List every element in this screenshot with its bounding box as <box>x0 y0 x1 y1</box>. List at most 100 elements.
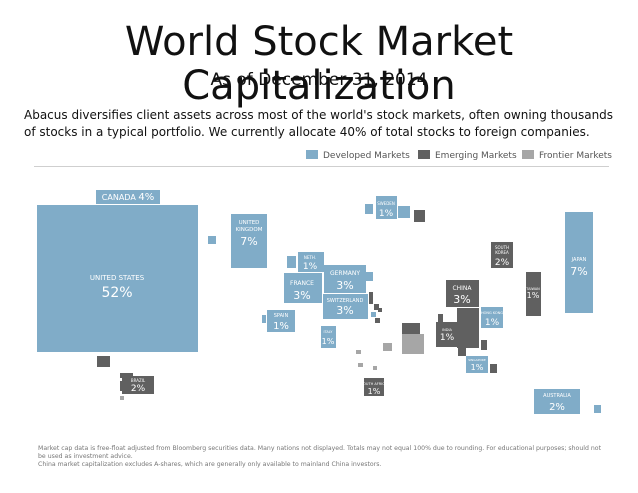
finland-block[interactable] <box>398 206 410 218</box>
japan-pct: 7% <box>570 265 587 278</box>
hungary-block[interactable] <box>375 318 380 323</box>
china-pct: 3% <box>453 293 470 306</box>
indonesia-block[interactable] <box>490 364 497 373</box>
taiwan-block[interactable] <box>526 272 541 316</box>
us-block[interactable] <box>37 205 198 352</box>
south-korea-pct: 2% <box>495 258 510 268</box>
japan-block[interactable] <box>565 212 593 313</box>
nigeria-block[interactable] <box>358 363 363 367</box>
singapore-name: SINGAPORE <box>468 358 486 362</box>
south-africa-block[interactable] <box>364 378 384 396</box>
australia-block[interactable] <box>534 389 580 414</box>
canada-block[interactable] <box>96 190 160 204</box>
switzerland-pct: 3% <box>336 304 353 317</box>
portugal-block[interactable] <box>262 315 266 323</box>
hong-kong-block[interactable] <box>481 307 503 328</box>
turkey-block[interactable] <box>402 323 420 335</box>
norway-block[interactable] <box>365 204 373 214</box>
legend-developed: Developed Markets <box>306 149 410 163</box>
greece-block[interactable] <box>378 308 382 312</box>
australia-pct: 2% <box>549 402 565 413</box>
page-subtitle: As of December 31, 2014 <box>210 70 428 90</box>
italy-block[interactable] <box>321 326 336 348</box>
legend-frontier-swatch <box>522 150 534 159</box>
taiwan-pct: 1% <box>527 291 540 300</box>
spain-name: SPAIN <box>274 313 289 319</box>
spain-block[interactable] <box>267 310 295 332</box>
australia-name: AUSTRALIA <box>543 393 571 399</box>
india-pct: 1% <box>440 333 455 343</box>
switzerland-block[interactable] <box>323 294 368 319</box>
uk-name-1: UNITED <box>239 220 260 226</box>
japan-name: JAPAN <box>571 257 587 263</box>
footnote-line-2: China market capitalization excludes A-s… <box>38 461 382 468</box>
legend-frontier: Frontier Markets <box>522 149 612 163</box>
hong-kong-name: HONG KONG <box>481 311 503 315</box>
legend-developed-label: Developed Markets <box>323 151 410 161</box>
kenya-block[interactable] <box>373 366 377 370</box>
footnote: Market cap data is free-float adjusted f… <box>38 445 608 469</box>
canada-label: CANADA 4% <box>102 192 154 203</box>
china-lower-block[interactable] <box>457 308 479 348</box>
argentina-block[interactable] <box>120 396 124 400</box>
denmark-block[interactable] <box>366 272 373 281</box>
brazil-name: BRAZIL <box>131 378 146 383</box>
brazil-pct: 2% <box>131 384 146 394</box>
uk-block[interactable] <box>231 214 267 268</box>
italy-name: ITALY <box>324 330 334 334</box>
new-zealand-block[interactable] <box>594 405 601 413</box>
legend-frontier-label: Frontier Markets <box>539 151 612 161</box>
thailand-block[interactable] <box>481 340 487 350</box>
singapore-block[interactable] <box>466 356 488 373</box>
mexico-block[interactable] <box>97 356 110 367</box>
bermuda-block[interactable] <box>208 236 216 244</box>
switzerland-name: SWITZERLAND <box>327 298 364 304</box>
italy-pct: 1% <box>322 337 335 346</box>
india-name: INDIA <box>442 328 452 332</box>
taiwan-name: TAIWAN <box>525 287 540 291</box>
legend-developed-swatch <box>306 150 318 159</box>
poland-block[interactable] <box>369 292 373 304</box>
singapore-pct: 1% <box>471 363 484 372</box>
brazil-block[interactable] <box>122 376 154 394</box>
sweden-block[interactable] <box>376 196 397 219</box>
austria-block[interactable] <box>371 312 376 317</box>
legend-emerging-swatch <box>418 150 430 159</box>
morocco-block[interactable] <box>356 350 361 354</box>
footnote-line-1: Market cap data is free-float adjusted f… <box>38 445 602 460</box>
malaysia-block[interactable] <box>458 348 466 356</box>
gcc-block[interactable] <box>402 334 424 354</box>
sweden-name: SWEDEN <box>377 201 395 206</box>
intro-text: Abacus diversifies client assets across … <box>24 108 614 139</box>
legend-emerging-label: Emerging Markets <box>435 151 517 161</box>
sweden-pct: 1% <box>379 209 394 219</box>
china-block[interactable] <box>446 280 479 307</box>
south-korea-name-1: SOUTH <box>495 245 509 250</box>
legend-divider <box>34 166 609 167</box>
netherlands-pct: 1% <box>303 262 318 272</box>
germany-pct: 3% <box>336 279 353 292</box>
france-block[interactable] <box>284 273 322 303</box>
legend-emerging: Emerging Markets <box>418 149 517 163</box>
netherlands-block[interactable] <box>298 252 324 272</box>
uk-pct: 7% <box>240 235 257 248</box>
belgium-block[interactable] <box>287 256 296 268</box>
page-title: World Stock Market Capitalization <box>124 19 514 109</box>
south-africa-pct: 1% <box>368 387 381 396</box>
netherlands-name: NETH. <box>304 255 316 260</box>
china-name: CHINA <box>452 285 472 292</box>
south-africa-name: SOUTH AFRICA <box>361 382 388 386</box>
south-korea-name-2: KOREA <box>495 250 509 255</box>
france-name: FRANCE <box>290 280 314 287</box>
czech-block[interactable] <box>374 304 379 310</box>
spain-pct: 1% <box>273 321 289 332</box>
colombia-block[interactable] <box>120 373 133 378</box>
uk-name-2: KINGDOM <box>236 227 263 233</box>
south-korea-block[interactable] <box>491 242 513 268</box>
russia-block[interactable] <box>414 210 425 222</box>
egypt-block[interactable] <box>383 343 392 351</box>
pakistan-block[interactable] <box>438 314 443 322</box>
germany-block[interactable] <box>324 265 366 293</box>
india-block[interactable] <box>436 322 459 347</box>
